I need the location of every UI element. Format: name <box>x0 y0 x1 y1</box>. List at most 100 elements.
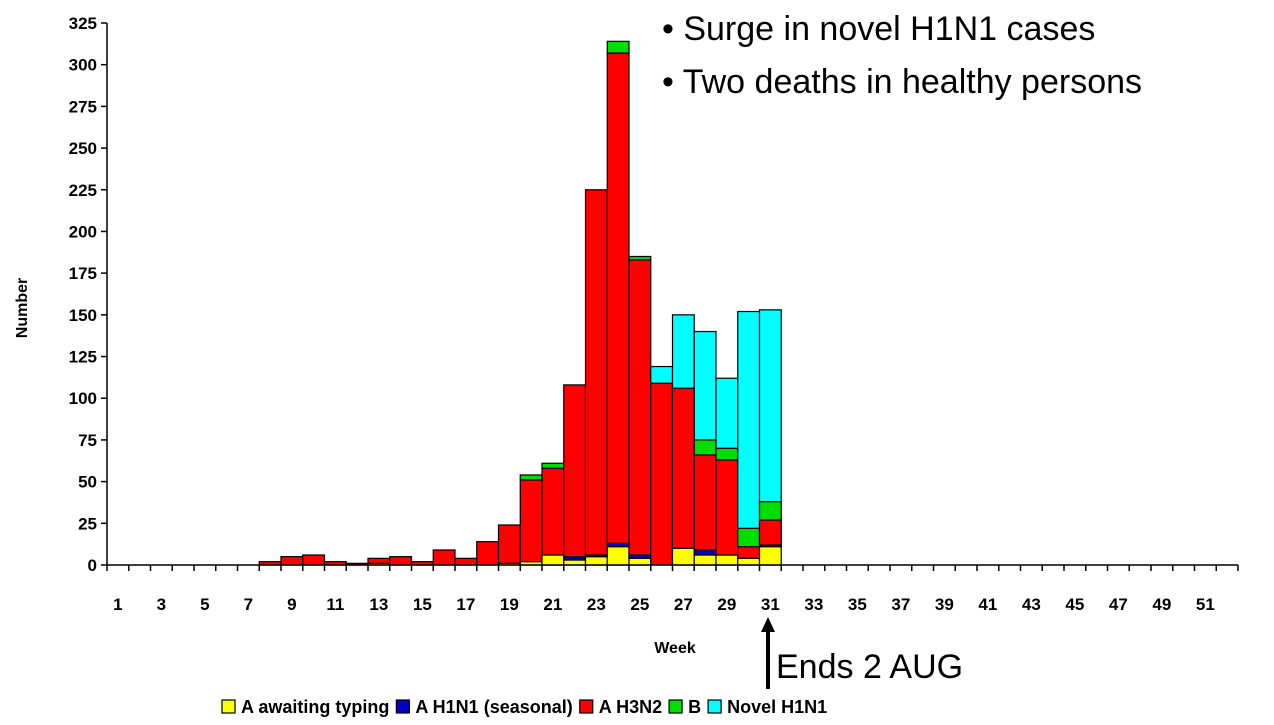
legend-swatch <box>221 699 236 714</box>
y-tick-label: 25 <box>78 514 97 533</box>
legend-swatch <box>395 699 410 714</box>
y-tick-label: 175 <box>69 264 97 283</box>
bar-segment-a-h3n2 <box>650 382 674 566</box>
legend-label: A H1N1 (seasonal) <box>415 697 572 717</box>
bar-segment-a-awaiting-typing <box>541 554 565 566</box>
x-tick-label: 7 <box>244 595 253 614</box>
bar-segment-a-h3n2 <box>563 384 587 558</box>
y-tick-label: 0 <box>88 556 97 575</box>
y-tick-label: 300 <box>69 56 97 75</box>
bar-segment-b <box>541 462 565 469</box>
bar-segment-a-h3n2 <box>432 549 456 566</box>
bar-segment-a-h3n2 <box>737 546 761 559</box>
bar-segment-a-h3n2 <box>389 556 413 566</box>
bar-segment-novel-h1n1 <box>737 310 761 529</box>
y-tick-label: 325 <box>69 14 97 33</box>
bar-segment-novel-h1n1 <box>671 314 695 389</box>
bar-segment-a-h3n2 <box>497 524 521 564</box>
x-tick-label: 45 <box>1065 595 1084 614</box>
annotation-surge: • Surge in novel H1N1 cases <box>662 10 1095 48</box>
annotation-ends: Ends 2 AUG <box>776 648 963 686</box>
bar-segment-a-h3n2 <box>476 541 500 566</box>
y-tick-label: 125 <box>69 348 97 367</box>
bar-segment-a-h3n2 <box>606 52 630 544</box>
bar-segment-a-awaiting-typing <box>715 554 739 566</box>
bar-segment-a-h3n2 <box>367 557 391 564</box>
y-tick-label: 75 <box>78 431 97 450</box>
x-tick-label: 1 <box>113 595 122 614</box>
bar-segment-a-h3n2 <box>454 557 478 566</box>
x-tick-label: 13 <box>369 595 388 614</box>
bar-segment-novel-h1n1 <box>693 330 717 441</box>
legend-swatch <box>579 699 594 714</box>
bar-segment-a-h3n2 <box>541 467 565 556</box>
y-tick-label: 250 <box>69 139 97 158</box>
x-tick-label: 41 <box>978 595 997 614</box>
bar-segment-b <box>758 501 782 521</box>
bar-segment-a-awaiting-typing <box>628 557 652 566</box>
x-tick-label: 21 <box>543 595 562 614</box>
x-tick-label: 17 <box>456 595 475 614</box>
y-tick-label: 225 <box>69 181 97 200</box>
x-axis-title: Week <box>654 640 696 657</box>
bar-segment-a-h3n2 <box>628 259 652 556</box>
arrow-marker <box>761 617 775 689</box>
x-tick-label: 31 <box>761 595 780 614</box>
x-tick-label: 25 <box>630 595 649 614</box>
bar-segment-b <box>693 439 717 456</box>
x-tick-group: 1 3 5 7 9 11 13 15 17 19 21 23 25 27 29 31 33 35 37 39 41 43 4… <box>106 565 1239 614</box>
x-tick-label: 39 <box>935 595 954 614</box>
bar-segment-a-h1n1-seasonal <box>693 549 717 556</box>
bar-segment-a-awaiting-typing <box>671 547 695 566</box>
bar-stack-group <box>258 40 782 566</box>
bar-segment-b <box>519 474 543 481</box>
bar-segment-a-h3n2 <box>758 519 782 546</box>
bar-segment-a-h3n2 <box>693 454 717 551</box>
x-tick-label: 19 <box>500 595 519 614</box>
legend-label: Novel H1N1 <box>727 697 827 717</box>
x-tick-label: 47 <box>1109 595 1128 614</box>
y-tick-label: 50 <box>78 473 97 492</box>
bar-segment-a-awaiting-typing <box>693 554 717 566</box>
y-axis-title: Number <box>14 278 31 338</box>
bar-segment-a-h3n2 <box>584 189 608 556</box>
bar-segment-a-awaiting-typing <box>758 546 782 566</box>
x-tick-label: 3 <box>157 595 166 614</box>
bar-segment-b <box>628 255 652 261</box>
y-tick-label: 150 <box>69 306 97 325</box>
bar-segment-a-h3n2 <box>280 556 304 566</box>
y-tick-group: 0 25 50 75 100 125 150 175 200 225 250 275 300 325 <box>69 14 107 575</box>
legend-label: A awaiting typing <box>241 697 389 717</box>
x-tick-label: 9 <box>287 595 296 614</box>
legend-label: B <box>688 697 701 717</box>
bar-segment-a-h3n2 <box>715 459 739 556</box>
x-tick-label: 33 <box>804 595 823 614</box>
bar-segment-b <box>737 527 761 548</box>
bar-segment-b <box>606 40 630 54</box>
x-tick-label: 51 <box>1196 595 1215 614</box>
bar-segment-a-h3n2 <box>519 479 543 563</box>
bar-segment-a-h3n2 <box>671 387 695 549</box>
y-tick-label: 275 <box>69 97 97 116</box>
x-tick-label: 15 <box>413 595 432 614</box>
x-tick-label: 5 <box>200 595 209 614</box>
bar-segment-a-awaiting-typing <box>737 557 761 566</box>
bar-segment-novel-h1n1 <box>650 365 674 384</box>
bar-segment-novel-h1n1 <box>758 309 782 503</box>
y-tick-label: 200 <box>69 222 97 241</box>
y-tick-label: 100 <box>69 389 97 408</box>
x-tick-label: 11 <box>326 595 344 614</box>
legend-label: A H3N2 <box>599 697 662 717</box>
bar-segment-a-h3n2 <box>302 554 326 566</box>
arrow-head <box>761 617 775 632</box>
legend: A awaiting typing A H1N1 (seasonal) A H3N2… <box>221 697 827 717</box>
x-tick-label: 35 <box>848 595 867 614</box>
x-tick-label: 23 <box>587 595 606 614</box>
x-tick-label: 37 <box>891 595 910 614</box>
annotation-deaths: • Two deaths in healthy persons <box>662 63 1142 101</box>
bar-segment-b <box>715 447 739 461</box>
x-tick-label: 43 <box>1022 595 1041 614</box>
legend-swatch <box>707 699 722 714</box>
bar-segment-a-awaiting-typing <box>606 546 630 566</box>
